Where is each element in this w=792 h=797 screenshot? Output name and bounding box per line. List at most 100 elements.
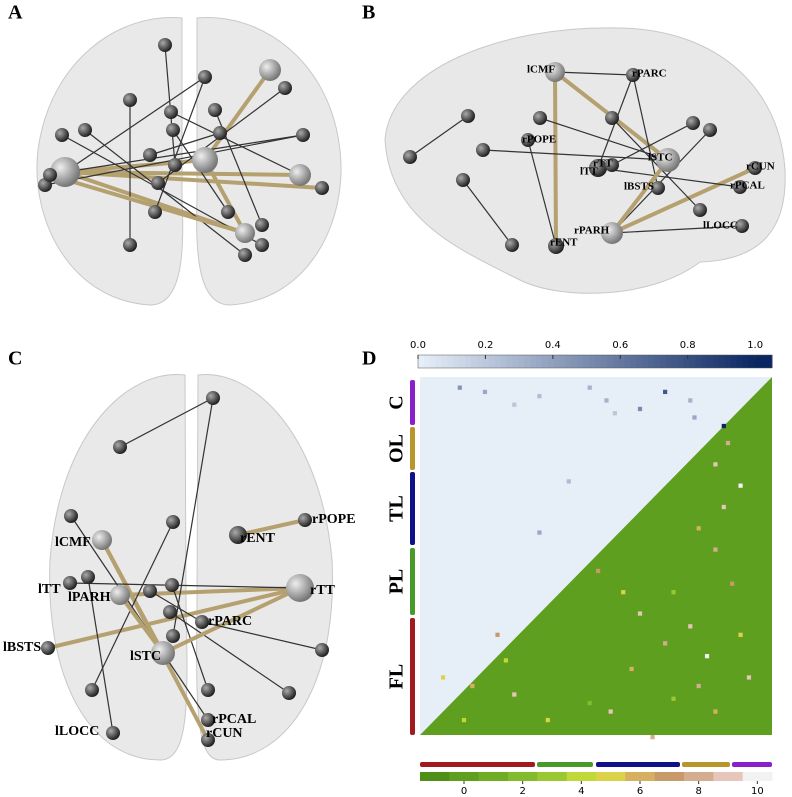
group-bar [410, 548, 415, 615]
colorbar-swatch [648, 355, 655, 368]
node-label: rCUN [746, 161, 775, 173]
node [164, 105, 178, 119]
colorbar-swatch [449, 772, 480, 781]
matrix-cell [612, 411, 617, 416]
node [548, 238, 564, 254]
node [278, 81, 292, 95]
colorbar-swatch [624, 355, 631, 368]
matrix-cell [587, 385, 592, 390]
colorbar-tick-label: 4 [578, 786, 584, 797]
matrix-cell [704, 654, 710, 659]
matrix-cell [604, 398, 609, 403]
node [198, 70, 212, 84]
colorbar-swatch [684, 772, 714, 781]
node [298, 513, 312, 527]
colorbar-swatch [429, 355, 437, 368]
edge [172, 397, 214, 637]
colorbar-swatch [435, 355, 443, 368]
node [110, 585, 130, 605]
edge [597, 167, 741, 188]
colorbar-swatch [565, 355, 572, 368]
matrix-cell [482, 389, 488, 395]
matrix-cell [495, 632, 500, 637]
group-bar [537, 762, 593, 767]
node [201, 683, 215, 697]
group-bar [410, 427, 415, 470]
node [605, 111, 619, 125]
edge [69, 582, 301, 589]
node [626, 68, 640, 82]
edge [539, 117, 669, 161]
colorbar-swatch [742, 355, 749, 368]
node-label: lTT [580, 166, 598, 178]
colorbar-frame [417, 354, 773, 369]
node [166, 629, 180, 643]
colorbar-tick-label: 2 [519, 786, 525, 797]
matrix-cell [637, 611, 643, 616]
node [476, 143, 490, 157]
node-label: rENT [240, 531, 276, 546]
matrix-cell [512, 402, 517, 407]
matrix-cell [587, 700, 592, 706]
colorbar-swatch [571, 355, 578, 368]
node [123, 238, 137, 252]
colorbar-swatch [671, 355, 679, 368]
colorbar-swatch [423, 355, 431, 368]
node [229, 526, 247, 544]
colorbar-swatch [577, 355, 584, 368]
node-label: rCUN [206, 726, 243, 741]
node [521, 133, 535, 147]
colorbar-swatch [665, 355, 673, 368]
matrix-cell [537, 394, 542, 399]
colorbar-swatch [441, 355, 448, 368]
panel-label: C [8, 348, 22, 370]
matrix-cell [663, 389, 668, 395]
edge [64, 134, 304, 173]
edge [203, 159, 247, 234]
colorbar-swatch [642, 355, 649, 368]
edge [632, 74, 659, 189]
edge [64, 170, 323, 190]
group-bar [410, 618, 415, 735]
colorbar-swatch [465, 355, 472, 368]
colorbar-swatch [559, 355, 566, 368]
edge [87, 576, 114, 734]
group-label: FL [386, 664, 408, 690]
colorbar-swatch [625, 772, 656, 781]
colorbar-swatch [760, 355, 767, 368]
edge [201, 621, 323, 651]
node [533, 111, 547, 125]
matrix-cell [537, 530, 542, 535]
node [545, 62, 565, 82]
node [748, 161, 762, 175]
edge [47, 586, 301, 650]
node-label: rPOPE [522, 134, 556, 146]
node-label: rPOPE [312, 512, 356, 527]
colorbar-swatch [530, 355, 537, 368]
colorbar-swatch [713, 355, 720, 368]
matrix-cell [738, 632, 743, 637]
node [238, 248, 252, 262]
colorbar-swatch [518, 355, 525, 368]
node-label: lBSTS [624, 181, 654, 193]
colorbar-swatch [689, 355, 696, 368]
node [81, 570, 95, 584]
brain-c [49, 373, 334, 761]
node [151, 641, 175, 665]
colorbar-swatch [677, 355, 684, 368]
colorbar-swatch [659, 355, 667, 368]
matrix-cell [629, 666, 634, 672]
node [221, 205, 235, 219]
colorbar-swatch [600, 355, 608, 368]
edge [611, 166, 756, 235]
matrix-cell [696, 526, 701, 531]
node [43, 168, 57, 182]
colorbar-swatch [494, 355, 502, 368]
colorbar-swatch [500, 355, 507, 368]
node [213, 126, 227, 140]
node [735, 219, 749, 233]
colorbar-swatch [477, 355, 484, 368]
colorbar-swatch [766, 355, 773, 368]
node [686, 116, 700, 130]
node [255, 218, 269, 232]
